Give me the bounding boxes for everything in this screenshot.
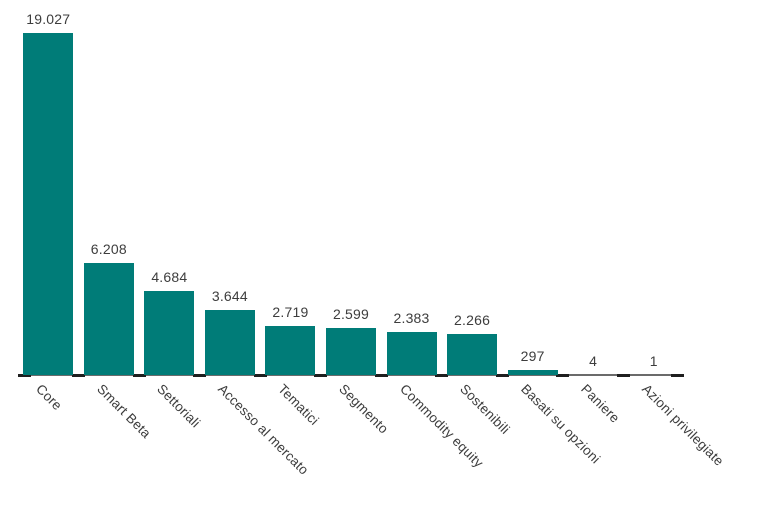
x-axis-tick: [616, 374, 630, 377]
category-label: Core: [33, 381, 66, 414]
bar-value-label: 19.027: [26, 11, 71, 27]
category-label: Sostenibili: [457, 381, 513, 437]
category-label: Azioni privilegiate: [638, 381, 727, 469]
category-label: Segmento: [336, 381, 392, 437]
x-axis-tick: [314, 374, 328, 377]
bar: [386, 332, 437, 375]
x-axis-tick: [556, 374, 570, 377]
x-axis-tick: [72, 374, 86, 377]
bar: [265, 326, 316, 375]
x-axis-tick: [374, 374, 388, 377]
bar: [204, 309, 255, 375]
category-label: Settoriali: [154, 381, 204, 431]
category-label: Smart Beta: [93, 381, 154, 442]
x-axis-tick: [253, 374, 267, 377]
bar-value-label: 2.266: [454, 312, 491, 329]
bar: [144, 290, 195, 375]
x-axis-tick: [435, 374, 449, 377]
x-axis-tick: [193, 374, 207, 377]
bar: [507, 369, 558, 375]
bar: [23, 33, 74, 375]
category-label: Tematici: [275, 381, 323, 429]
x-axis-line: [18, 374, 684, 376]
x-axis-tick: [132, 374, 146, 377]
bar-value-label: 4: [589, 352, 598, 369]
x-axis-tick: [18, 374, 31, 377]
x-axis-tick: [671, 374, 684, 377]
bar: [447, 334, 498, 375]
bar-value-label: 4.684: [151, 268, 188, 285]
bar-value-label: 6.208: [90, 241, 127, 258]
bar-value-label: 1: [649, 352, 658, 369]
bar: [326, 328, 376, 375]
bar-value-label: 2.599: [332, 306, 369, 323]
bar: [83, 263, 134, 375]
x-axis-tick: [495, 374, 509, 377]
bar-value-label: 2.719: [272, 304, 309, 321]
bar-value-label: 2.383: [393, 310, 430, 327]
bar-value-label: 297: [520, 347, 545, 364]
bar-value-label: 3.644: [211, 287, 248, 304]
category-label: Paniere: [578, 381, 623, 426]
